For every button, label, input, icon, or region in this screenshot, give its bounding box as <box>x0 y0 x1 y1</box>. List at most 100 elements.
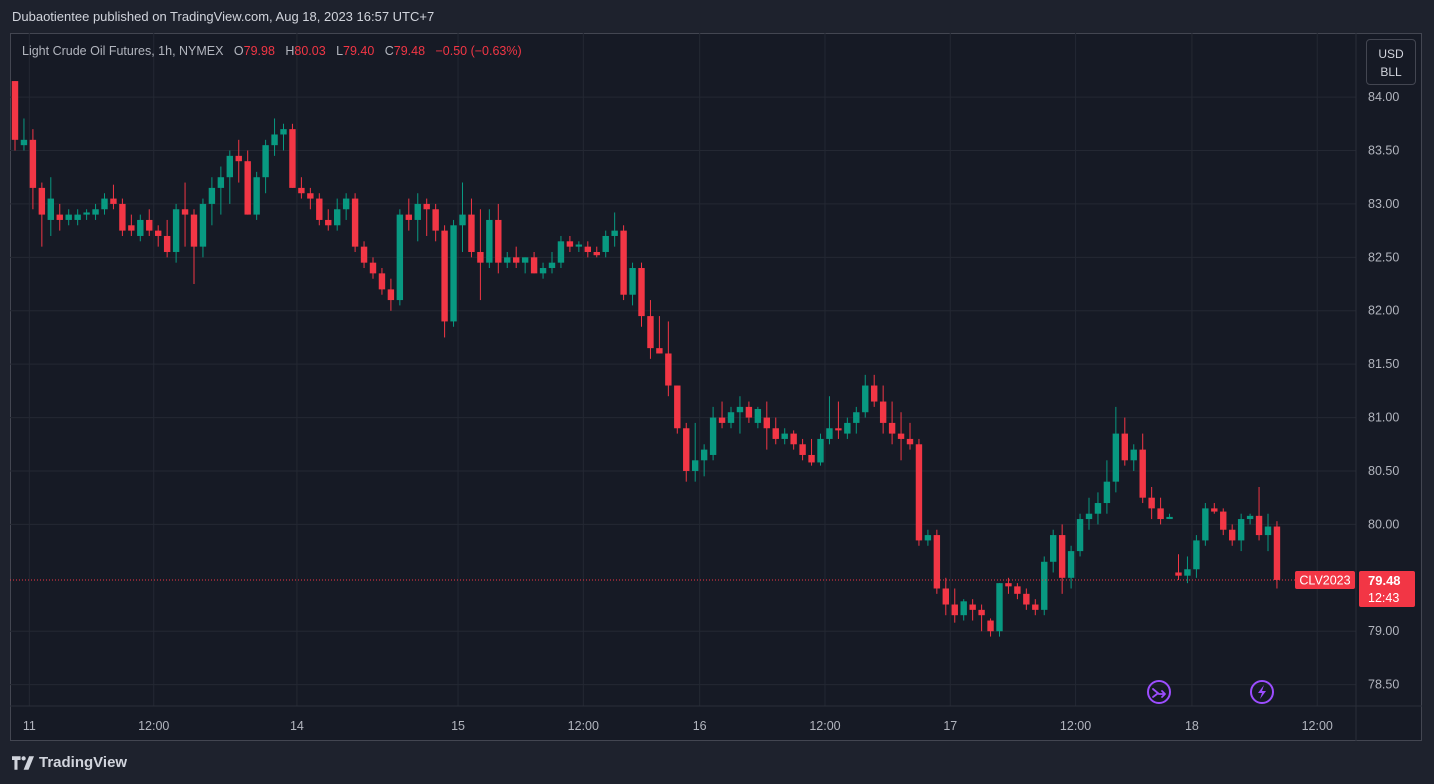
candle-body <box>387 289 395 301</box>
candle-body <box>83 212 90 215</box>
candle-body <box>369 262 377 274</box>
candle-body <box>217 177 225 188</box>
candle-body <box>629 268 636 295</box>
candle-body <box>181 209 189 215</box>
legend-close-label: C <box>384 44 394 58</box>
candle-body <box>1076 519 1084 552</box>
candle-body <box>432 209 439 231</box>
candle-body <box>557 241 565 263</box>
candle-body <box>163 235 171 252</box>
candle-body <box>1166 516 1173 520</box>
candle-body <box>190 214 198 247</box>
candle-body <box>575 244 583 247</box>
candle-body <box>933 535 941 589</box>
candle-body <box>754 409 762 423</box>
candle-body <box>915 444 923 541</box>
candle-body <box>414 203 421 220</box>
candle-body <box>1157 508 1164 520</box>
candle-body <box>1255 515 1263 536</box>
legend-low-value: 79.40 <box>343 44 375 58</box>
y-tick-label: 80.50 <box>1368 464 1399 478</box>
candle-body <box>1005 583 1012 587</box>
candle-body <box>289 129 296 188</box>
candle-body <box>897 433 905 439</box>
candle-body <box>11 81 19 140</box>
candle-body <box>244 161 251 215</box>
candle-body <box>342 198 350 210</box>
candle-body <box>253 177 260 215</box>
y-tick-label: 80.00 <box>1368 517 1399 531</box>
footer-brand[interactable]: TradingView <box>12 754 127 771</box>
candle-body <box>155 230 162 236</box>
candle-body <box>280 129 287 135</box>
candle-body <box>405 214 412 220</box>
candle-body <box>262 145 269 178</box>
candle-body <box>1041 561 1048 610</box>
y-tick-label: 81.00 <box>1368 411 1399 425</box>
candle-body <box>1058 535 1066 578</box>
x-tick-label: 12:00 <box>568 719 599 733</box>
candle-body <box>924 535 932 541</box>
candle-body <box>110 198 117 204</box>
candle-body <box>137 219 144 236</box>
symbol-tag-label: CLV2023 <box>1299 573 1350 587</box>
candle-body <box>1050 535 1057 562</box>
candle-body <box>1193 540 1200 570</box>
legend-high-label: H <box>285 44 295 58</box>
split-arrow-icon[interactable] <box>1147 680 1171 704</box>
x-tick-label: 12:00 <box>1060 719 1091 733</box>
candle-body <box>736 406 744 413</box>
candle-body <box>781 433 788 439</box>
candle-body <box>513 257 520 263</box>
candle-body <box>1023 593 1030 605</box>
y-tick-label: 82.00 <box>1368 304 1399 318</box>
y-tick-label: 83.50 <box>1368 144 1399 158</box>
candle-body <box>468 214 475 252</box>
candle-body <box>396 214 404 301</box>
candle-body <box>799 444 806 455</box>
symbol-tag-bg <box>1295 570 1355 589</box>
candle-body <box>763 417 770 429</box>
candle-body <box>602 235 609 252</box>
candle-body <box>960 601 967 616</box>
candle-body <box>1112 433 1120 482</box>
candle-body <box>1273 526 1281 580</box>
candle-body <box>47 198 54 220</box>
candle-body <box>683 428 690 471</box>
candle-body <box>709 417 717 455</box>
candle-body <box>298 187 305 194</box>
candle-body <box>1032 604 1039 610</box>
candle-body <box>620 230 627 295</box>
candle-body <box>119 203 126 231</box>
candle-body <box>1148 497 1155 509</box>
legend-high-value: 80.03 <box>294 44 326 58</box>
candle-body <box>351 198 359 247</box>
chart-legend: Light Crude Oil Futures, 1h, NYMEX O79.9… <box>22 44 522 58</box>
candle-body <box>101 198 108 210</box>
candle-body <box>888 422 896 434</box>
candle-body <box>879 401 887 423</box>
candle-body <box>325 219 332 226</box>
candle-body <box>1184 569 1191 576</box>
candle-body <box>38 187 46 215</box>
candle-body <box>334 209 341 226</box>
candle-body <box>1139 449 1146 498</box>
currency-unit-button[interactable]: USD BLL <box>1366 39 1416 85</box>
currency-label: USD <box>1378 47 1404 61</box>
lightning-icon[interactable] <box>1250 680 1274 704</box>
candle-body <box>1130 449 1137 461</box>
y-tick-label: 79.00 <box>1368 624 1399 638</box>
candlestick-chart[interactable]: 84.00 83.50 83.00 82.50 82.00 81.50 81.00 80.50… <box>10 33 1422 741</box>
candle-body <box>128 225 135 231</box>
candle-body <box>1103 481 1111 504</box>
candle-body <box>521 257 529 263</box>
candle-body <box>978 609 985 616</box>
footer-brand-label: TradingView <box>39 754 128 771</box>
y-tick-label: 81.50 <box>1368 357 1399 371</box>
x-tick-label: 18 <box>1185 719 1199 733</box>
candle-body <box>1175 572 1182 576</box>
candle-body <box>1202 508 1209 541</box>
legend-symbol: Light Crude Oil Futures, 1h, NYMEX <box>22 44 224 58</box>
candles-group <box>11 81 1281 637</box>
candle-body <box>1264 526 1272 536</box>
